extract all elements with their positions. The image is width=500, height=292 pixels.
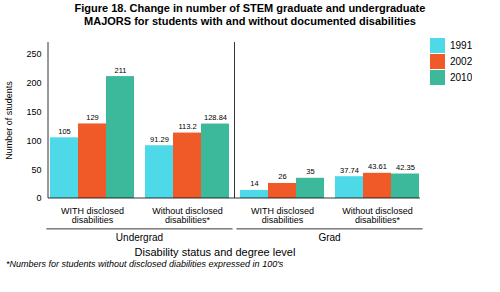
svg-text:Number of students: Number of students [4,81,14,160]
html-text:2010: 2010 [450,72,473,83]
svg-text:211: 211 [115,66,127,75]
html-text:2002: 2002 [450,56,473,67]
svg-text:43.61: 43.61 [368,162,387,171]
svg-text:113.2: 113.2 [178,122,196,131]
svg-text:14: 14 [250,179,258,188]
svg-text:50: 50 [31,164,41,174]
svg-text:250: 250 [26,49,41,59]
svg-text:128.84: 128.84 [204,113,227,122]
svg-text:200: 200 [26,78,41,88]
svg-text:35: 35 [306,167,314,176]
svg-text:WITH discloseddisabilities: WITH discloseddisabilities [251,206,314,225]
html-text:*Numbers for students without: *Numbers for students without disclosed … [6,259,284,269]
svg-text:100: 100 [26,136,41,146]
html-text:MAJORS for students with and w: MAJORS for students with and without doc… [84,15,416,27]
svg-text:Grad: Grad [318,232,340,243]
svg-text:Without discloseddisabilities*: Without discloseddisabilities* [342,206,413,225]
svg-text:37.74: 37.74 [340,166,359,175]
html-text:Figure 18. Change in number of: Figure 18. Change in number of STEM grad… [74,2,426,14]
svg-text:129: 129 [86,113,99,122]
html-text:1991: 1991 [450,40,473,51]
svg-text:105: 105 [58,127,71,136]
svg-text:42.35: 42.35 [396,163,415,172]
svg-text:0: 0 [36,193,41,203]
svg-text:91.29: 91.29 [150,135,169,144]
html-text:Disability status and degree l: Disability status and degree level [134,246,296,258]
svg-text:26: 26 [278,172,286,181]
svg-text:150: 150 [26,107,41,117]
svg-text:Without discloseddisabilities*: Without discloseddisabilities* [152,206,223,225]
svg-text:WITH discloseddisabilities: WITH discloseddisabilities [61,206,124,225]
svg-text:Undergrad: Undergrad [116,232,163,243]
